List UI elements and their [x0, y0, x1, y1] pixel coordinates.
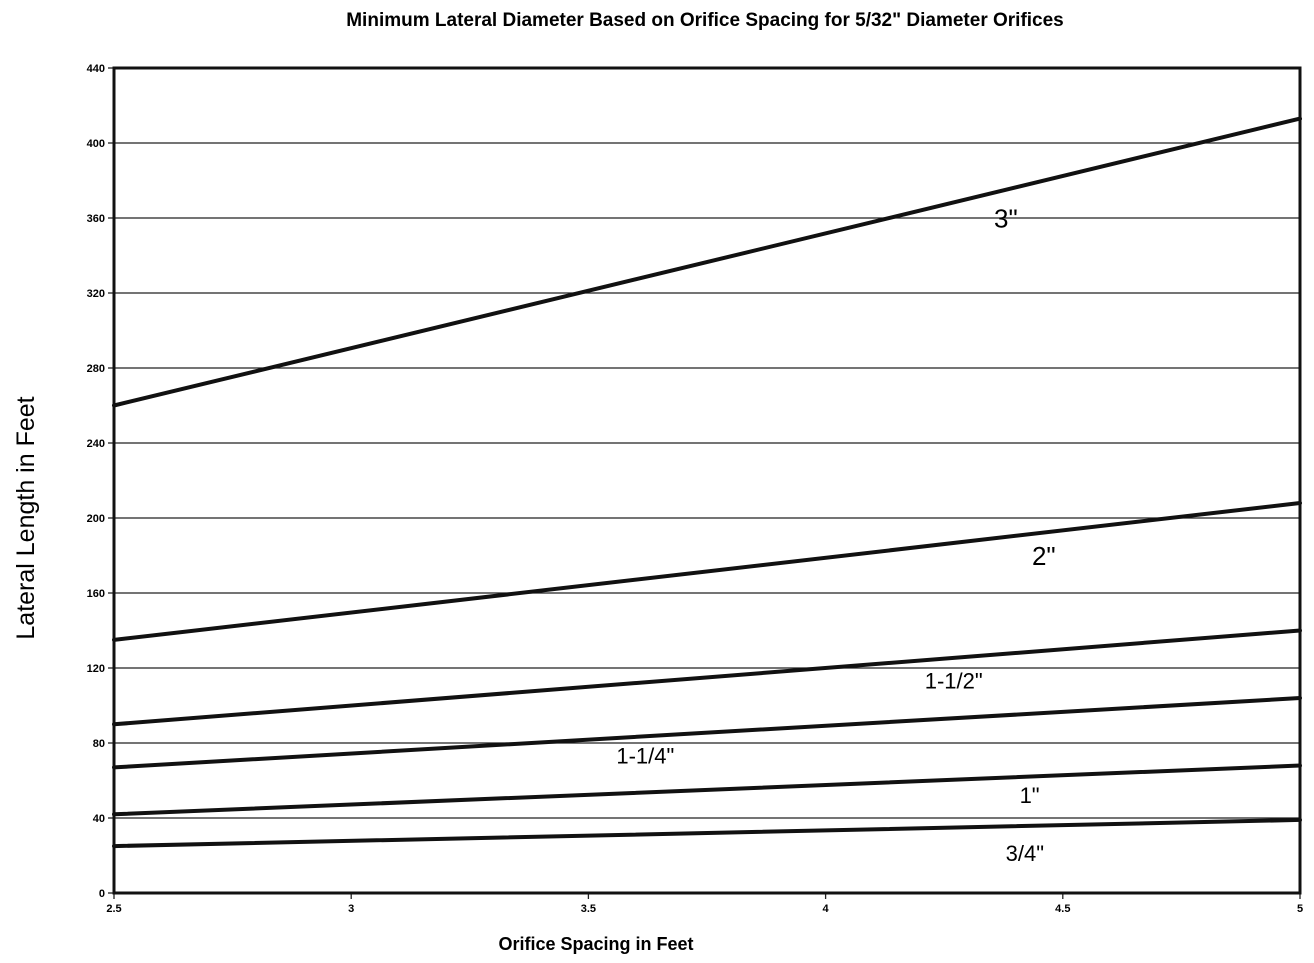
- series-layer: [112, 116, 1302, 849]
- series-label: 3": [994, 203, 1018, 233]
- y-tick-label: 360: [87, 213, 105, 225]
- y-tick-label: 160: [87, 588, 105, 600]
- series-label: 3/4": [1006, 841, 1044, 866]
- y-tick-label: 200: [87, 513, 105, 525]
- series-line: [112, 501, 1302, 642]
- series-line: [112, 696, 1302, 770]
- series-label: 2": [1032, 541, 1056, 571]
- y-tick-label: 400: [87, 138, 105, 150]
- y-tick-label: 80: [93, 738, 105, 750]
- y-tick-label: 40: [93, 813, 105, 825]
- x-tick-label: 4: [823, 903, 830, 915]
- y-tick-label: 440: [87, 63, 105, 75]
- y-tick-label: 120: [87, 663, 105, 675]
- chart-title: Minimum Lateral Diameter Based on Orific…: [346, 10, 1064, 31]
- y-tick-label: 0: [99, 888, 105, 900]
- x-tick-label: 3.5: [581, 903, 596, 915]
- series-line: [112, 116, 1302, 408]
- series-label-layer: 3" 2" 1-1/2" 1-1/4" 1" 3/4": [616, 203, 1055, 866]
- series-line: [112, 628, 1302, 727]
- grid-layer: [114, 67, 1300, 894]
- series-line: [112, 763, 1302, 817]
- y-axis-label: Lateral Length in Feet: [12, 396, 40, 639]
- series-label: 1-1/2": [925, 669, 983, 694]
- y-tick-label: 280: [87, 363, 105, 375]
- x-tick-label: 3: [348, 903, 354, 915]
- series-label: 1-1/4": [616, 744, 674, 769]
- y-tick-label: 240: [87, 438, 105, 450]
- plot-frame: [112, 66, 1302, 895]
- x-tick-label: 2.5: [106, 903, 121, 915]
- x-tick-label: 4.5: [1055, 903, 1070, 915]
- x-tick-label: 5: [1297, 903, 1303, 915]
- y-tick-label: 320: [87, 288, 105, 300]
- axis-layer: 0 40 80 120 160 200 240 280 320 360 400 440 2.5 3 3.5 4…: [87, 63, 1303, 915]
- series-label: 1": [1020, 783, 1040, 808]
- x-axis-label: Orifice Spacing in Feet: [498, 934, 693, 954]
- series-line: [112, 817, 1302, 849]
